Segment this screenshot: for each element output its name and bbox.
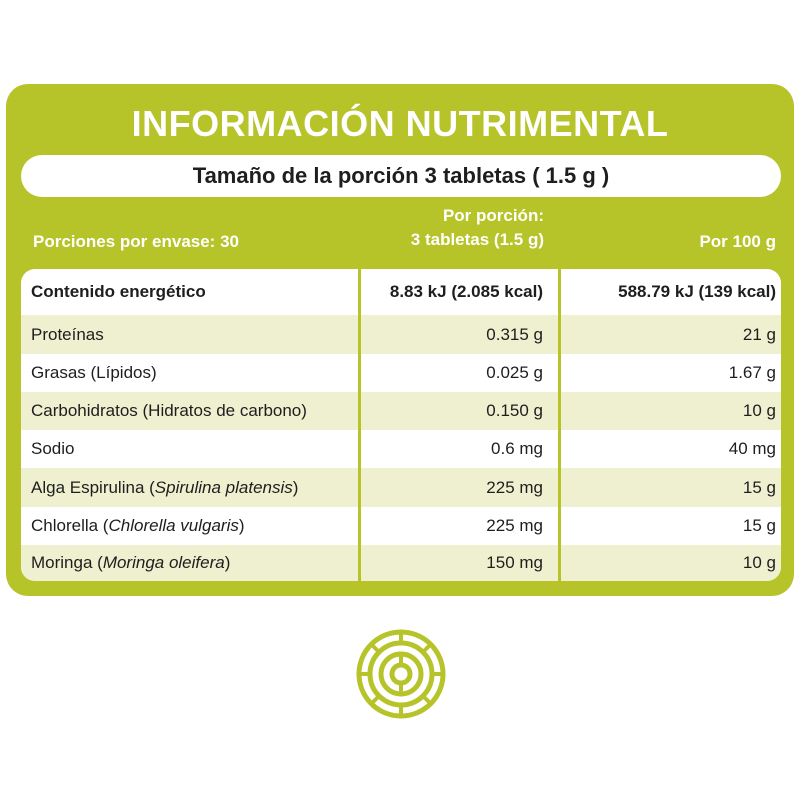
per-portion-value: 0.6 mg [491,439,543,458]
per-100g-header: Por 100 g [699,232,776,251]
per-100g-value: 1.67 g [728,363,776,382]
serving-size-label: Tamaño de la porción 3 tabletas ( 1.5 g … [21,155,781,197]
table-row: Proteínas 0.315 g 21 g [21,315,781,354]
table-row: Moringa (Moringa oleifera) 150 mg 10 g [21,545,781,581]
nutrient-name: Chlorella (Chlorella vulgaris) [31,507,245,545]
per-100g-value: 15 g [742,478,776,497]
per-100g-value: 588.79 kJ (139 kcal) [618,282,776,301]
nutrient-label: Sodio [31,439,75,458]
nutrition-table: Moringa (Moringa oleifera) 150 mg 10 g Chlo… [21,269,781,581]
per-portion-value: 150 mg [486,553,543,572]
column-divider [358,269,361,581]
nutrient-label: Chlorella ( [31,516,109,535]
scientific-name: Spirulina platensis [154,478,293,497]
per-portion-value: 0.150 g [486,401,543,420]
portions-per-package-header: Porciones por envase: 30 [33,232,239,251]
nutrient-name: Carbohidratos (Hidratos de carbono) [31,392,307,430]
nutrient-label: Alga Espirulina ( [31,478,155,497]
nutrient-label: Contenido energético [31,282,206,301]
table-row: Sodio 0.6 mg 40 mg [21,430,781,468]
closing-parenthesis: ) [238,516,245,535]
per-portion-value: 8.83 kJ (2.085 kcal) [389,282,543,301]
per-100g-value: 10 g [742,553,776,572]
nutrient-label: Carbohidratos (Hidratos de carbono) [31,401,307,420]
per-100g-value: 40 mg [728,439,776,458]
table-row: Grasas (Lípidos) 0.025 g 1.67 g [21,354,781,392]
nutrient-name: Contenido energético [31,269,206,315]
nutrient-name: Sodio [31,430,74,468]
per-portion-value: 225 mg [486,478,543,497]
page-title: INFORMACIÓN NUTRIMENTAL [131,103,669,144]
per-portion-value: 0.025 g [486,363,543,382]
closing-parenthesis: ) [292,478,299,497]
table-row: Chlorella (Chlorella vulgaris) 225 mg 15 g [21,507,781,545]
nutrient-label: Grasas (Lípidos) [31,363,157,382]
per-100g-value: 21 g [742,325,776,344]
column-divider [558,269,561,581]
concentric-circle-emblem-icon [356,629,446,719]
nutrient-name: Grasas (Lípidos) [31,354,157,392]
per-100g-value: 15 g [742,516,776,535]
per-portion-value: 225 mg [486,516,543,535]
per-portion-value: 0.315 g [486,325,543,344]
per-portion-header-line1: Por porción: [442,206,544,225]
nutrient-name: Proteínas [31,315,104,354]
table-row: Carbohidratos (Hidratos de carbono) 0.150… [21,392,781,430]
nutrient-label: Proteínas [31,325,104,344]
energy-row: Contenido energético 8.83 kJ (2.085 kcal)… [21,269,781,315]
per-100g-value: 10 g [742,401,776,420]
closing-parenthesis: ) [224,553,231,572]
per-portion-header: Por porción: 3 tabletas (1.5 g) [360,204,544,252]
scientific-name: Chlorella vulgaris [108,516,239,535]
nutrient-label: Moringa ( [31,553,103,572]
per-portion-header-line2: 3 tabletas (1.5 g) [410,230,544,249]
nutrient-name: Moringa (Moringa oleifera) [31,545,230,581]
nutrient-name: Alga Espirulina (Spirulina platensis) [31,468,298,507]
scientific-name: Moringa oleifera [102,553,225,572]
table-row: Alga Espirulina (Spirulina platensis) 225… [21,468,781,507]
